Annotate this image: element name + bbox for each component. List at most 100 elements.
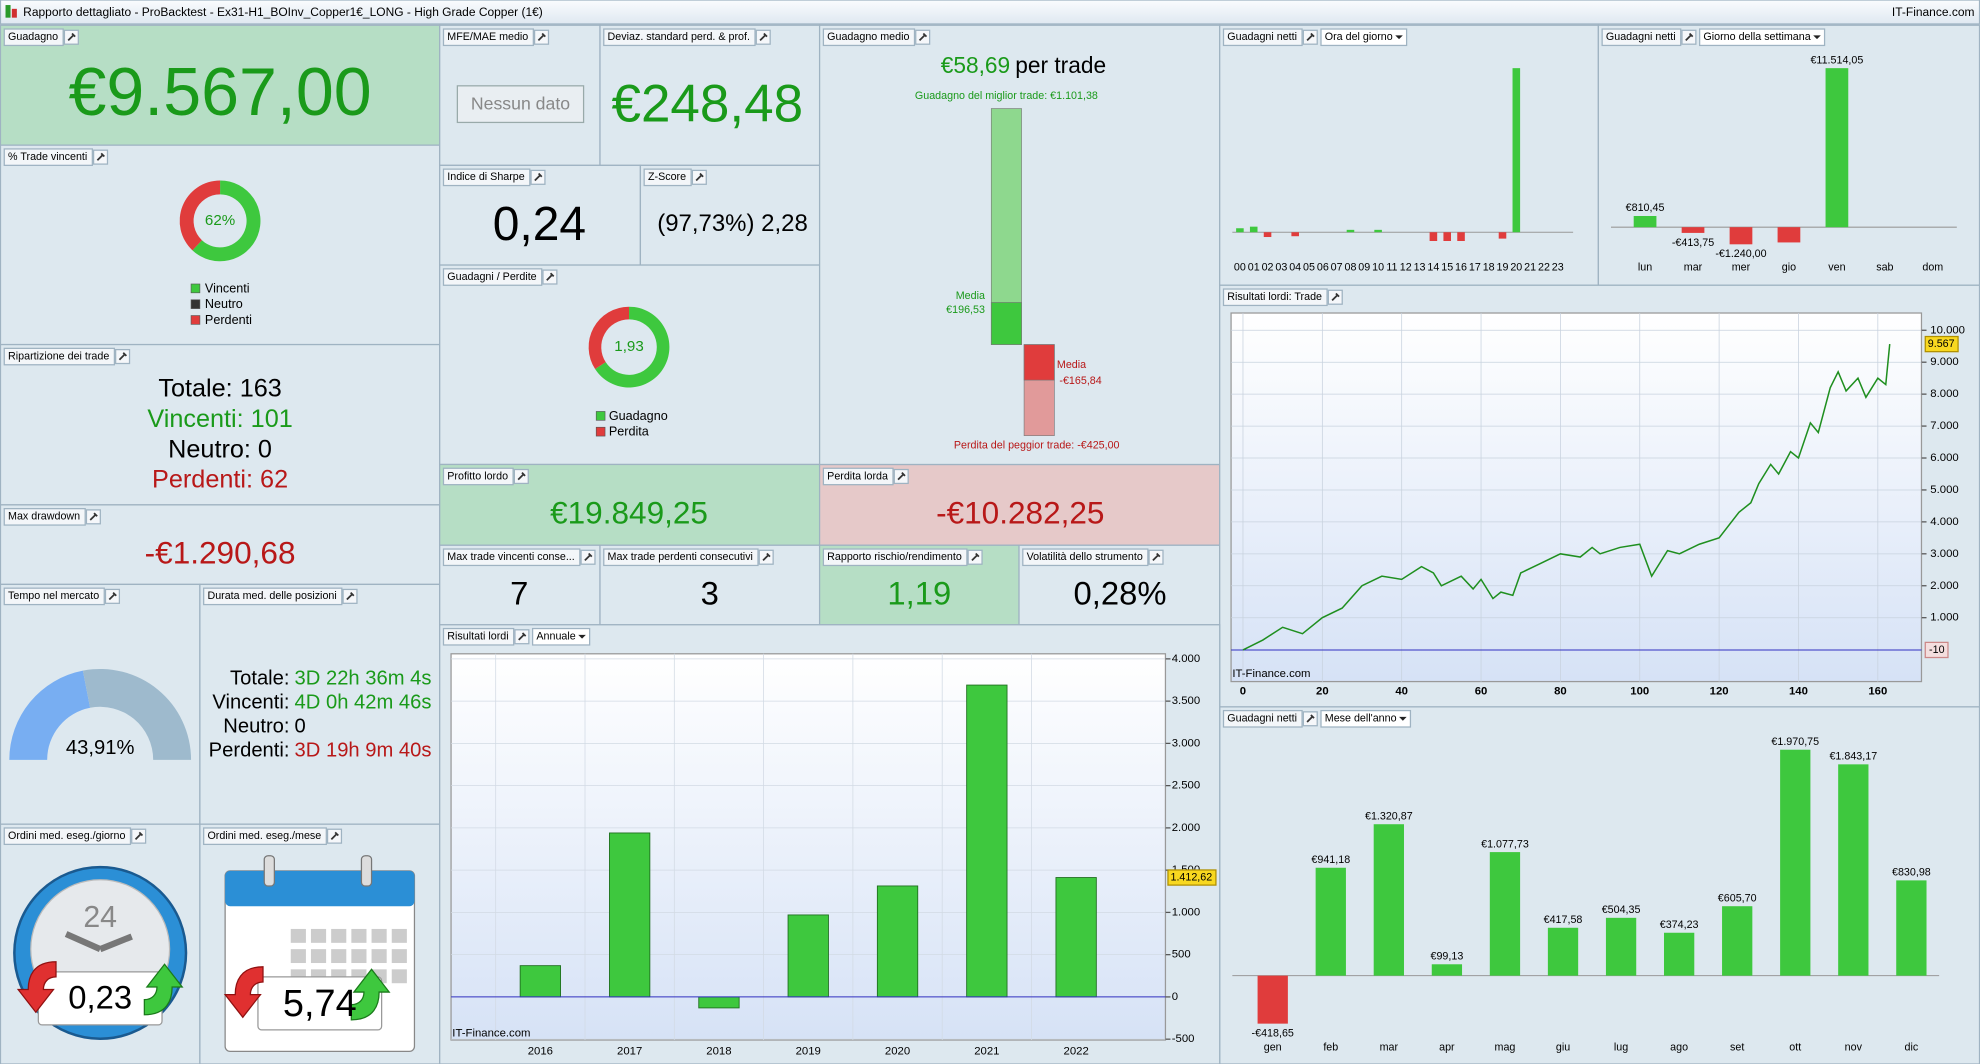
bar: [1431, 964, 1463, 976]
x-tick-label: dom: [1922, 261, 1943, 273]
data-label: €99,13: [1431, 951, 1464, 963]
bar: [1633, 215, 1657, 228]
bar: [1729, 227, 1753, 245]
dropdown-box[interactable]: [1699, 28, 1826, 47]
x-tick-label: 04: [1289, 261, 1301, 273]
panel-tab: [442, 168, 531, 187]
calendar-day: [290, 928, 306, 943]
x-tick-label: 2022: [1064, 1045, 1089, 1057]
x-tick-label: 80: [1554, 686, 1567, 698]
bar: [1547, 927, 1579, 976]
wrench-icon: [546, 272, 555, 281]
panel: [0, 343, 441, 506]
dropdown-arrow: [1813, 35, 1821, 40]
marker-box: [1167, 869, 1217, 886]
data-label: Perdita del peggior trade: -€425,00: [954, 440, 1120, 452]
value: (97,73%) 2,28: [657, 210, 808, 237]
y-tick-label: 0: [1172, 991, 1178, 1003]
panel-title: Guadagno: [8, 31, 58, 43]
y-tick-label: 2.000: [1930, 580, 1958, 592]
y-tick-label: 9.000: [1930, 356, 1958, 368]
bar: [1236, 228, 1244, 233]
data-label: €810,45: [1626, 202, 1665, 214]
data-label: €941,18: [1311, 854, 1350, 866]
x-tick-label: 14: [1427, 261, 1439, 273]
duration-value: 0: [295, 715, 306, 737]
gauge-label: 43,91%: [66, 737, 135, 759]
x-tick-label: ott: [1789, 1041, 1801, 1053]
dropdown-arrow: [578, 634, 586, 639]
y-tick-label: 1.000: [1172, 906, 1200, 918]
x-tick-label: 40: [1395, 686, 1408, 698]
value: 0,28%: [1074, 574, 1167, 611]
wrench-icon: [537, 32, 546, 42]
marker-label: 1.412,62: [1170, 871, 1212, 883]
panel-title: Z-Score: [648, 171, 686, 183]
calendar-day: [371, 949, 387, 964]
x-tick-label: ago: [1670, 1041, 1688, 1053]
panel: [0, 24, 441, 146]
x-tick-label: 2016: [528, 1045, 553, 1057]
panel-title: Volatilità dello strumento: [1027, 551, 1143, 563]
wrench-icon: [534, 172, 543, 182]
panel-tab: [3, 148, 93, 166]
marker-label: 9.567: [1928, 338, 1955, 350]
dropdown-box[interactable]: [531, 627, 591, 646]
bar: [1291, 232, 1299, 237]
bar: [609, 832, 651, 998]
panel-title: Guadagni / Perdite: [447, 271, 536, 283]
bar: [990, 302, 1022, 345]
panel-title: Ordini med. eseg./giorno: [8, 830, 125, 842]
wrench-icon: [897, 472, 906, 481]
x-tick-label: 2020: [885, 1045, 910, 1057]
wrench-icon: [918, 32, 928, 42]
panel-tab: [3, 508, 86, 526]
value: -€1.290,68: [145, 535, 296, 571]
x-tick-label: ven: [1828, 261, 1845, 273]
data-label: -€413,75: [1672, 237, 1714, 249]
donut-segment: [192, 180, 261, 262]
donut-segment: [179, 180, 221, 251]
legend-swatch: [595, 426, 606, 437]
panel-title: Indice di Sharpe: [447, 171, 525, 183]
panel-title: Deviaz. standard perd. & prof.: [608, 31, 750, 43]
panel-title: Durata med. delle posizioni: [207, 590, 336, 602]
dropdown[interactable]: Annuale: [536, 631, 575, 643]
x-tick-label: 2021: [974, 1045, 999, 1057]
bar: [1055, 877, 1097, 998]
dropdown-box[interactable]: [1320, 28, 1408, 47]
x-tick-label: 10: [1372, 261, 1384, 273]
wrench-icon: [96, 152, 105, 161]
icon-value: 5,74: [283, 983, 357, 1025]
dropdown[interactable]: Giorno della settimana: [1703, 31, 1810, 43]
x-tick-label: dic: [1905, 1041, 1919, 1053]
trade-count: Neutro: 0: [168, 435, 272, 463]
clock-hands: [64, 931, 133, 953]
data-label: €830,98: [1892, 867, 1931, 879]
panel-title: Risultati lordi: [447, 631, 508, 643]
plot-area: [1230, 312, 1923, 683]
bar: [1896, 880, 1927, 976]
dropdown[interactable]: Mese dell'anno: [1325, 713, 1397, 725]
panel-title: Rapporto rischio/rendimento: [827, 551, 962, 563]
x-tick-label: 06: [1317, 261, 1329, 273]
x-tick-label: 22: [1538, 261, 1550, 273]
y-tick-label: 4.000: [1172, 653, 1200, 665]
data-label: €504,35: [1602, 904, 1641, 916]
panel-title: Max trade perdenti consecutivi: [608, 551, 753, 563]
data-label: €1.970,75: [1771, 736, 1819, 748]
x-tick-label: mar: [1380, 1041, 1399, 1053]
panel-title: % Trade vincenti: [8, 151, 87, 163]
dropdown[interactable]: Ora del giorno: [1325, 31, 1393, 43]
x-tick-label: 11: [1386, 261, 1397, 273]
x-tick-label: 01: [1248, 261, 1260, 273]
calendar-header: [225, 870, 415, 907]
dropdown-box[interactable]: [1320, 709, 1412, 728]
no-data-button[interactable]: [456, 85, 585, 124]
value: 1,19: [887, 574, 951, 611]
panel-tab: [603, 28, 756, 47]
legend-label: Perdita: [609, 425, 650, 439]
y-tick-label: 7.000: [1930, 420, 1958, 432]
data-label: €11.514,05: [1810, 54, 1863, 66]
x-tick-label: 08: [1345, 261, 1357, 273]
